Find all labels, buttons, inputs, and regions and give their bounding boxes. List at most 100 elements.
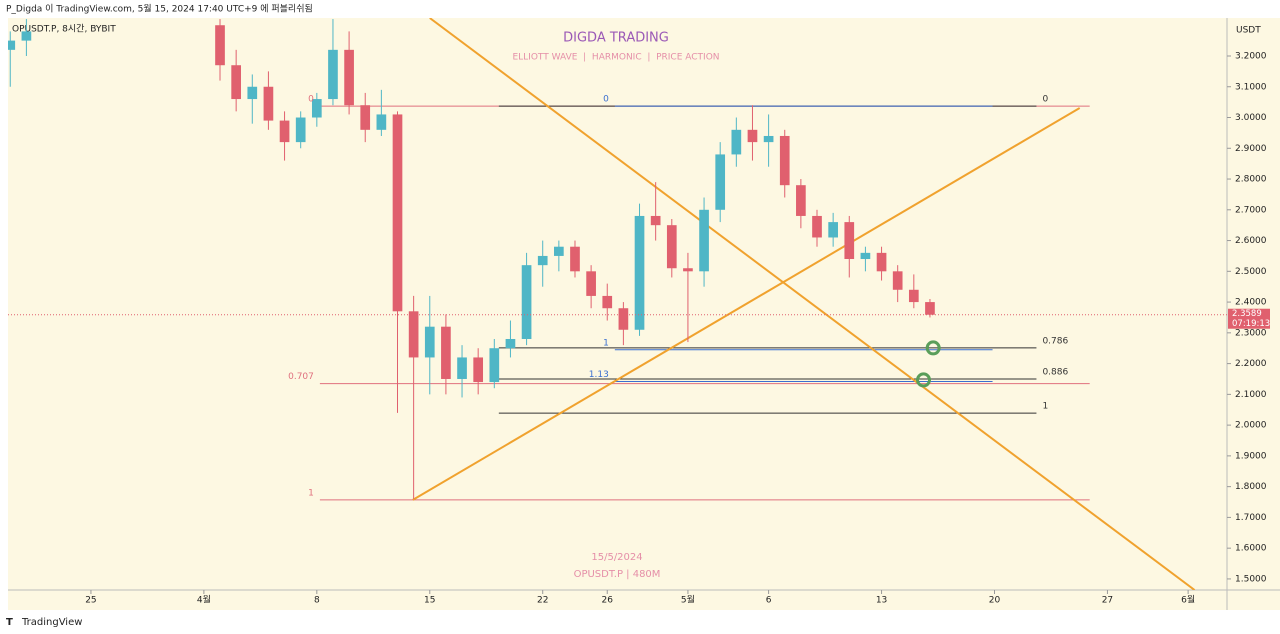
candle-body (666, 225, 677, 269)
candle-body (231, 65, 241, 100)
fib-label: 1 (603, 338, 609, 348)
candle-body (263, 86, 274, 121)
y-tick-label: 2.7000 (1235, 205, 1267, 215)
candle-body (779, 135, 790, 186)
y-tick-label: 2.9000 (1235, 144, 1267, 154)
candle-body (473, 357, 484, 383)
y-tick-label: 2.3000 (1235, 328, 1267, 338)
y-tick-label: 2.4000 (1235, 298, 1267, 308)
y-tick-label: 1.9000 (1235, 451, 1267, 461)
candle-body (602, 295, 613, 309)
x-tick-label: 5월 (681, 594, 695, 606)
candle-body (876, 252, 887, 272)
candle-body (344, 49, 354, 106)
candle-body (360, 105, 371, 130)
x-tick-label: 6 (766, 596, 772, 606)
candle-body (763, 135, 774, 143)
x-tick-label: 15 (424, 596, 435, 606)
fib-label: 0 (308, 95, 314, 105)
candle-body (408, 311, 419, 358)
x-tick-label: 27 (1102, 596, 1113, 606)
fib-label: 1.13 (589, 370, 609, 380)
plot-area (8, 18, 1196, 590)
candle-body (715, 154, 726, 210)
brand: TradingView (21, 617, 82, 628)
x-tick-label: 8 (314, 596, 320, 606)
header: P_Digda 이 TradingView.com, 5월 15, 2024 1… (6, 3, 313, 15)
candle-body (683, 268, 693, 272)
fib-label: 0 (1042, 95, 1048, 105)
candle-body (554, 246, 564, 256)
watermark-symbol: OPUSDT.P | 480M (574, 569, 661, 580)
y-tick-label: 3.2000 (1235, 51, 1267, 61)
candle-body (925, 302, 935, 315)
brand-logo: T (6, 617, 13, 628)
y-tick-label: 1.7000 (1235, 513, 1267, 523)
candle-body (376, 114, 387, 130)
target-circle (916, 372, 932, 388)
chart-subtitle: ELLIOTT WAVE | HARMONIC | PRICE ACTION (512, 53, 719, 63)
candle-body (295, 117, 306, 143)
candle-body (392, 114, 403, 312)
y-tick-label: 2.2000 (1235, 359, 1267, 369)
x-tick-label: 20 (989, 596, 1001, 606)
candle-body (521, 265, 532, 339)
candle-body (505, 338, 516, 349)
candle-body (650, 215, 661, 226)
candle-body (215, 25, 225, 66)
y-tick-label: 3.1000 (1235, 82, 1267, 92)
candle-body (828, 222, 838, 238)
y-tick-label: 2.0000 (1235, 421, 1267, 431)
candle-body (812, 215, 822, 238)
candle-body (699, 209, 709, 272)
symbol-info: OPUSDT.P, 8시간, BYBIT (12, 24, 116, 35)
y-tick-label: 2.1000 (1235, 390, 1267, 400)
candle-body (908, 289, 919, 303)
x-tick-label: 22 (537, 596, 548, 606)
candle-body (586, 271, 596, 296)
y-tick-label: 2.5000 (1235, 267, 1267, 277)
candle-body (441, 326, 451, 379)
candle-body (424, 326, 435, 358)
trendline (412, 107, 1081, 501)
candle-body (844, 222, 855, 260)
fib-label: 0 (603, 95, 609, 105)
candle-body (328, 49, 338, 100)
y-tick-label: 3.0000 (1235, 113, 1267, 123)
candle-body (8, 40, 16, 50)
candle-body (311, 99, 322, 118)
candle-body (489, 348, 500, 383)
y-tick-label: 1.6000 (1235, 544, 1267, 554)
candle-body (796, 185, 806, 216)
currency: USDT (1236, 26, 1261, 36)
candle-body (618, 308, 629, 330)
watermark-date: 15/5/2024 (591, 552, 642, 563)
candle-body (747, 129, 758, 143)
candle-body (247, 86, 258, 100)
price-tag-value: 2.3589 (1232, 309, 1262, 319)
target-circle (925, 340, 941, 356)
x-tick-label: 26 (602, 596, 614, 606)
fib-label: 0.886 (1042, 367, 1068, 377)
x-tick-label: 13 (876, 596, 887, 606)
price-tag-countdown: 07:19:13 (1232, 319, 1270, 329)
fib-label: 1 (1042, 402, 1048, 412)
fib-label: 0.786 (1042, 336, 1068, 346)
candle-body (570, 246, 580, 272)
y-tick-label: 2.8000 (1235, 175, 1267, 185)
trendline (429, 18, 1196, 590)
x-tick-label: 6월 (1181, 594, 1195, 606)
x-tick-label: 4월 (197, 594, 211, 606)
y-tick-label: 2.6000 (1235, 236, 1267, 246)
fib-label: 1 (308, 488, 314, 498)
fib-label: 0.707 (288, 372, 314, 382)
y-tick-label: 1.8000 (1235, 482, 1267, 492)
candle-body (21, 31, 32, 41)
x-tick-label: 25 (85, 596, 96, 606)
candle-body (537, 255, 548, 266)
candle-body (279, 120, 290, 143)
candle-body (634, 215, 645, 330)
candle-body (731, 129, 742, 155)
price-tag (1228, 308, 1270, 329)
